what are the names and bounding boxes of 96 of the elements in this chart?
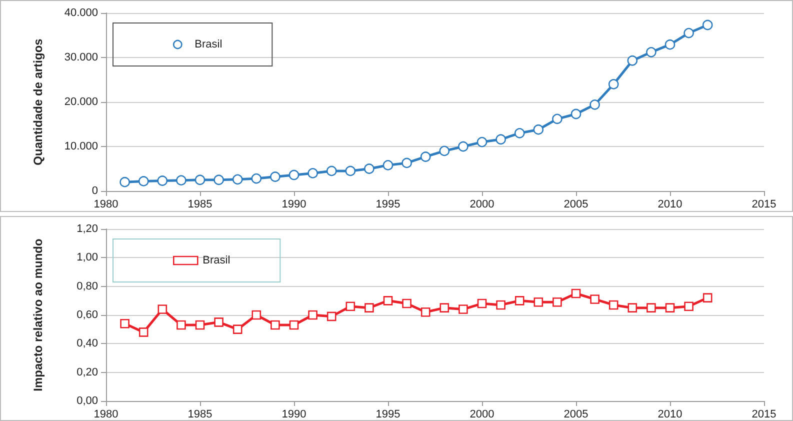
y-tick-label: 30.000 (64, 52, 98, 64)
point (402, 158, 412, 168)
point (138, 176, 149, 186)
point (251, 173, 262, 184)
point (665, 303, 675, 312)
point (270, 320, 280, 330)
point (496, 134, 506, 145)
point (157, 176, 168, 186)
point (120, 318, 130, 328)
y-tick-label: 0,20 (76, 366, 98, 378)
point (552, 297, 562, 307)
y-tick-label: 1,00 (76, 252, 98, 264)
x-tick-label: 1995 (376, 198, 400, 210)
point (439, 146, 450, 156)
x-tick-label: 1990 (282, 198, 306, 210)
point (308, 310, 318, 320)
point (364, 303, 374, 312)
point (232, 324, 242, 334)
point (646, 303, 656, 312)
point (326, 166, 337, 176)
point (514, 296, 524, 306)
point (232, 174, 243, 185)
x-tick-label: 2010 (658, 198, 682, 210)
point (270, 172, 280, 182)
point (176, 320, 186, 330)
x-tick-label: 1980 (94, 408, 118, 420)
point (288, 170, 300, 180)
point (684, 28, 694, 38)
point (120, 176, 130, 188)
point (308, 168, 318, 178)
point (346, 302, 356, 312)
legend-label: Brasil (194, 38, 222, 50)
point (590, 100, 600, 110)
x-tick-label: 1995 (376, 408, 400, 420)
x-tick-label: 2005 (564, 198, 588, 210)
point (402, 298, 412, 308)
point (458, 141, 468, 152)
point (664, 39, 676, 50)
x-tick-label: 1985 (188, 198, 212, 210)
point (608, 300, 618, 310)
point (345, 166, 356, 176)
y-axis-title: Impacto relativo ao mundo (31, 238, 45, 392)
point (628, 303, 638, 312)
y-tick-label: 1,20 (76, 223, 98, 235)
x-tick-label: 2000 (470, 408, 494, 420)
point (326, 312, 336, 322)
point (252, 310, 262, 320)
point (214, 318, 224, 327)
point (702, 20, 713, 30)
point (608, 79, 619, 90)
point (383, 296, 393, 306)
point (194, 174, 206, 186)
point (440, 303, 450, 312)
point (195, 320, 205, 330)
point (214, 174, 224, 186)
point (138, 328, 148, 337)
point (458, 304, 468, 314)
y-tick-label: 20.000 (64, 96, 98, 108)
y-tick-label: 0 (92, 185, 98, 197)
point (534, 297, 544, 307)
point (514, 128, 525, 138)
point (289, 320, 299, 330)
point (646, 47, 656, 58)
point (684, 302, 694, 312)
y-axis-title: Quantidade de artigos (31, 38, 45, 166)
x-tick-label: 2000 (470, 198, 494, 210)
y-tick-label: 0,00 (76, 395, 98, 407)
y-tick-label: 10.000 (64, 140, 98, 152)
point (420, 152, 431, 162)
point (476, 136, 488, 148)
x-tick-label: 1990 (282, 408, 306, 420)
point (552, 114, 562, 124)
x-tick-label: 2015 (752, 408, 776, 420)
x-tick-label: 1985 (188, 408, 212, 420)
y-tick-label: 40.000 (64, 7, 98, 19)
point (158, 304, 168, 314)
point (590, 294, 600, 304)
point (533, 124, 544, 135)
point (571, 288, 581, 298)
point (382, 160, 394, 170)
point (627, 55, 638, 66)
y-tick-label: 0,80 (76, 280, 98, 292)
point (477, 298, 487, 308)
x-tick-label: 2015 (752, 198, 776, 210)
point (176, 175, 186, 186)
y-tick-label: 0,60 (76, 309, 98, 321)
point (364, 164, 374, 174)
point (496, 300, 506, 310)
x-tick-label: 2005 (564, 408, 588, 420)
x-tick-label: 1980 (94, 198, 118, 210)
point (702, 293, 712, 302)
x-tick-label: 2010 (658, 408, 682, 420)
point (570, 108, 582, 120)
legend-label: Brasil (202, 254, 230, 266)
y-tick-label: 0,40 (76, 338, 98, 350)
point (420, 307, 430, 317)
